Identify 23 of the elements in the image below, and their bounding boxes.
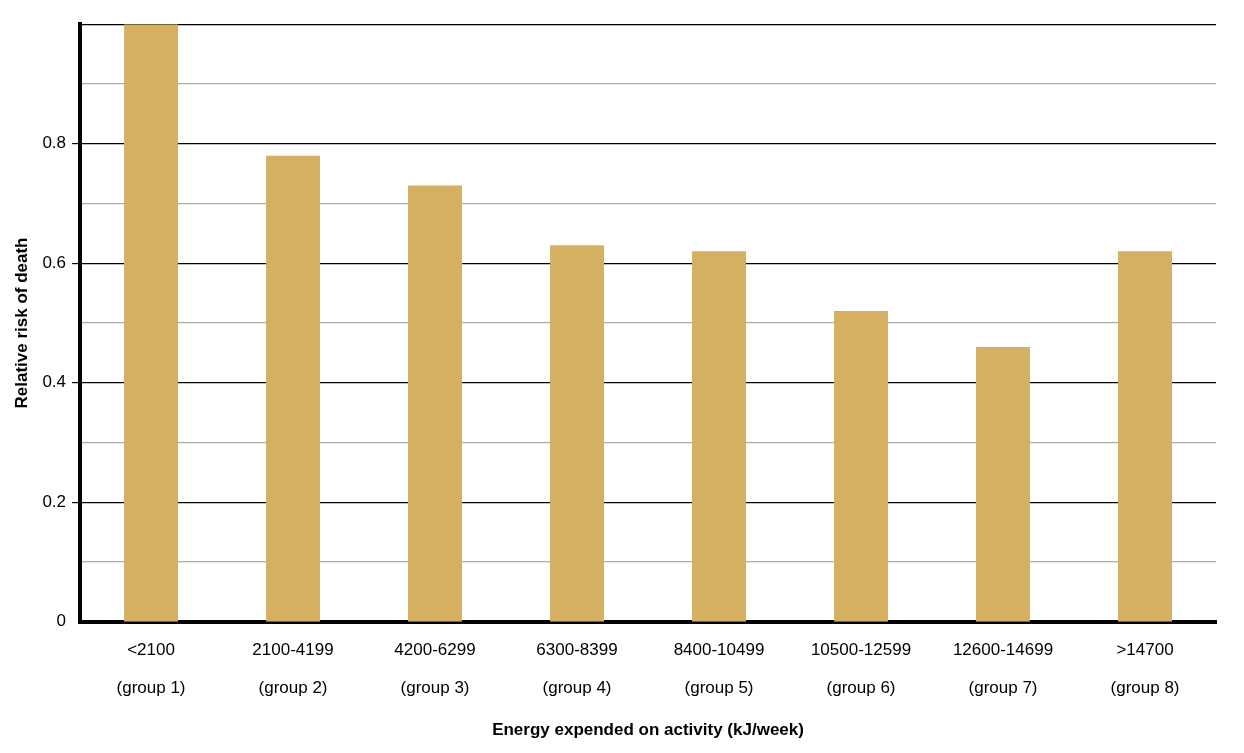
bar	[692, 251, 746, 622]
y-tick-label: 0.4	[42, 372, 67, 392]
x-tick-label: >14700 (group 8)	[1110, 640, 1180, 697]
bar	[266, 155, 321, 622]
y-tick-label: 0.2	[42, 491, 67, 511]
x-tick-label: 6300-8399 (group 4)	[536, 640, 618, 697]
x-tick-label: 4200-6299 (group 3)	[394, 640, 476, 697]
x-tick-label: <2100 (group 1)	[116, 640, 186, 697]
bar	[124, 24, 179, 622]
y-tick-label: 0.8	[42, 133, 67, 153]
bar	[550, 245, 604, 622]
y-tick-label: 0.6	[42, 252, 67, 272]
bar	[1118, 251, 1172, 622]
y-axis-title: Relative risk of death	[11, 237, 31, 409]
bar	[834, 311, 888, 622]
x-tick-label: 12600-14699 (group 7)	[952, 640, 1054, 697]
x-tick-label: 2100-4199 (group 2)	[252, 640, 334, 697]
y-tick-label: 0	[56, 611, 67, 631]
bar	[408, 185, 462, 622]
x-tick-label: 8400-10499 (group 5)	[673, 640, 765, 697]
bar	[976, 346, 1030, 622]
x-axis-title: Energy expended on activity (kJ/week)	[492, 720, 804, 740]
x-tick-label: 10500-12599 (group 6)	[810, 640, 912, 697]
